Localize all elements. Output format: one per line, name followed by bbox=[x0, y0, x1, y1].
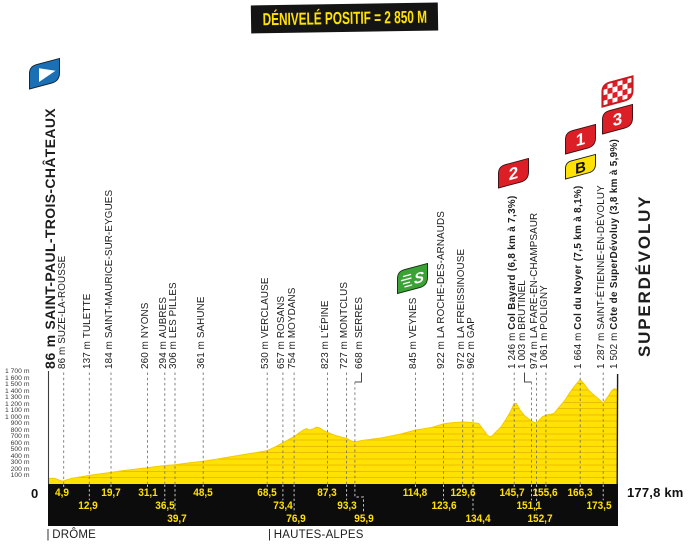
svg-text:1: 1 bbox=[575, 127, 585, 149]
svg-text:S: S bbox=[414, 268, 425, 288]
svg-text:2: 2 bbox=[508, 162, 517, 184]
svg-text:B: B bbox=[575, 158, 586, 178]
svg-text:3: 3 bbox=[612, 108, 621, 130]
